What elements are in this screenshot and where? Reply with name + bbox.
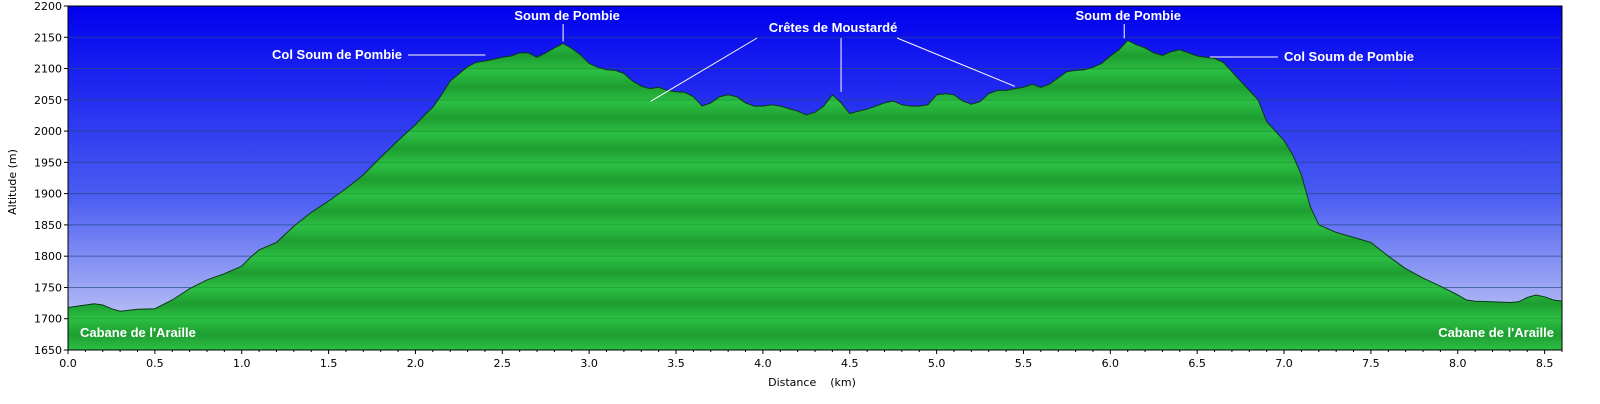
annotation-label: Crêtes de Moustardé <box>769 20 898 35</box>
x-tick-label: 0.0 <box>59 357 77 370</box>
x-tick-label: 1.0 <box>233 357 251 370</box>
y-axis: 1650 1700 1750 1800 1850 1900 1950 2000 2050 2100… <box>34 0 68 357</box>
y-axis-title: Altitude (m) <box>6 149 19 215</box>
ground-gridlines <box>68 36 1562 320</box>
x-tick-label: 3.0 <box>580 357 598 370</box>
annotation-layer: Soum de Pombie Col Soum de Pombie Crêtes d… <box>80 8 1554 340</box>
x-tick-label: 8.0 <box>1449 357 1467 370</box>
x-axis-title: Distance (km) <box>768 376 856 389</box>
annotation-label: Cabane de l'Araille <box>1438 325 1554 340</box>
y-tick-label: 2200 <box>34 0 62 13</box>
y-tick-label: 2050 <box>34 94 62 107</box>
x-tick-label: 7.0 <box>1275 357 1293 370</box>
y-tick-label: 1900 <box>34 188 62 201</box>
y-tick-label: 2000 <box>34 125 62 138</box>
annotation-leader <box>650 37 758 102</box>
x-tick-label: 3.5 <box>667 357 685 370</box>
x-tick-label: 4.5 <box>841 357 859 370</box>
y-tick-label: 1650 <box>34 344 62 357</box>
x-tick-label: 2.5 <box>494 357 512 370</box>
x-tick-label: 6.5 <box>1188 357 1206 370</box>
y-tick-label: 1850 <box>34 219 62 232</box>
x-axis: 0.0 0.5 1.0 1.5 2.0 2.5 3.0 3.5 4.0 4.5 5.0 5.5 6.0 6… <box>59 350 1563 370</box>
y-tick-label: 1700 <box>34 313 62 326</box>
annotation-label: Soum de Pombie <box>514 8 619 23</box>
annotation-leader <box>896 37 1015 87</box>
x-tick-label: 6.0 <box>1102 357 1120 370</box>
y-tick-label: 1750 <box>34 281 62 294</box>
x-tick-label: 0.5 <box>146 357 164 370</box>
annotation-label: Col Soum de Pombie <box>1284 49 1414 64</box>
x-tick-label: 7.5 <box>1362 357 1380 370</box>
annotation-label: Soum de Pombie <box>1075 8 1180 23</box>
y-tick-label: 2150 <box>34 31 62 44</box>
x-tick-label: 5.5 <box>1015 357 1033 370</box>
x-tick-label: 2.0 <box>407 357 425 370</box>
x-tick-label: 5.0 <box>928 357 946 370</box>
y-tick-label: 2100 <box>34 63 62 76</box>
y-tick-label: 1950 <box>34 156 62 169</box>
x-tick-label: 8.5 <box>1536 357 1554 370</box>
annotation-label: Col Soum de Pombie <box>272 47 402 62</box>
elevation-area <box>67 39 1563 351</box>
annotation-label: Cabane de l'Araille <box>80 325 196 340</box>
x-tick-label: 4.0 <box>754 357 772 370</box>
y-tick-label: 1800 <box>34 250 62 263</box>
x-tick-label: 1.5 <box>320 357 338 370</box>
